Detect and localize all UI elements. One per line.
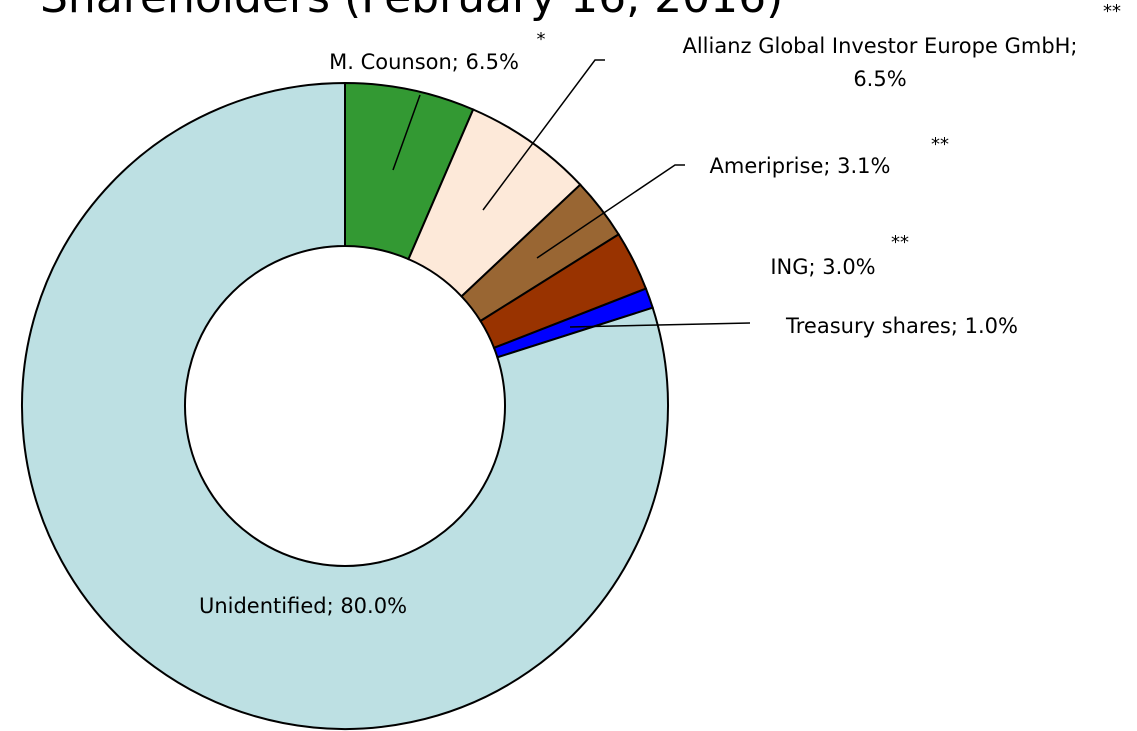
slice-label: 6.5% — [853, 67, 906, 91]
leader-line — [392, 94, 421, 171]
slice — [21, 81, 669, 730]
footnote-mark: ** — [891, 232, 909, 253]
leader-line — [536, 164, 685, 259]
slice-label: M. Counson; 6.5% — [329, 50, 519, 74]
footnote-mark: ** — [931, 134, 949, 155]
slice-label: Unidentified; 80.0% — [199, 594, 407, 618]
slice-label: ING; 3.0% — [770, 255, 875, 279]
footnote-mark: * — [537, 29, 546, 50]
leader-line — [569, 322, 751, 328]
footnote-mark: ** — [1103, 1, 1121, 22]
chart-title: Shareholders (February 16, 2016) — [40, 0, 783, 23]
slice-label: Allianz Global Investor Europe GmbH; — [682, 34, 1077, 58]
slice-label: Ameriprise; 3.1% — [710, 154, 891, 178]
slice-label: Treasury shares; 1.0% — [785, 314, 1018, 338]
leader-line — [482, 59, 605, 211]
